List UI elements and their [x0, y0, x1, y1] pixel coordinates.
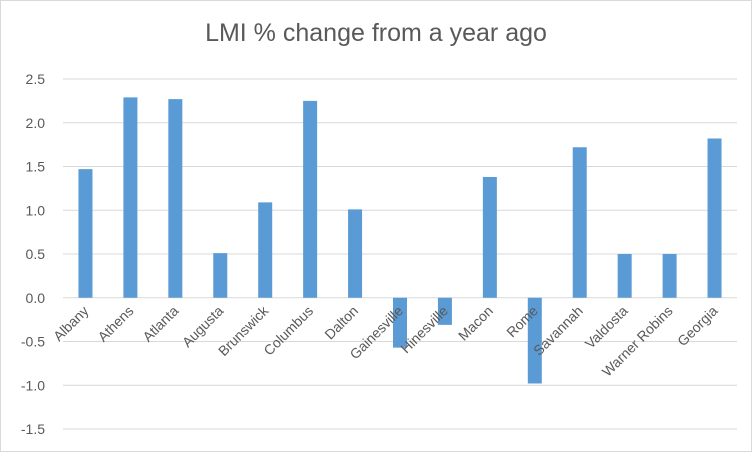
bar-savannah: [572, 147, 587, 298]
y-tick-label: -1.0: [21, 377, 45, 393]
x-category-label: Athens: [94, 303, 136, 345]
bar-rome: [527, 297, 542, 384]
x-category-label: Dalton: [321, 303, 361, 343]
x-category-label: Georgia: [674, 302, 721, 349]
bar-macon: [482, 177, 497, 298]
x-category-label: Atlanta: [139, 302, 181, 344]
chart-title: LMI % change from a year ago: [205, 19, 547, 47]
bars: [78, 97, 722, 384]
bar-atlanta: [168, 99, 183, 298]
y-tick-label: 1.5: [26, 159, 46, 175]
x-category-label: Macon: [455, 303, 496, 344]
bar-augusta: [213, 253, 228, 298]
gridlines: [63, 78, 737, 430]
y-tick-label: 1.0: [26, 202, 46, 218]
y-tick-label: -0.5: [21, 334, 45, 350]
x-category-label: Columbus: [260, 303, 316, 359]
x-axis-category-labels: Albany Athens AtlantaAugustaBrunswickColum…: [50, 302, 721, 380]
y-tick-label: -1.5: [21, 421, 45, 437]
y-tick-label: 0.0: [26, 290, 46, 306]
bar-gainesville: [393, 297, 407, 348]
bar-georgia: [707, 138, 722, 298]
bar-brunswick: [258, 202, 273, 298]
bar-albany: [78, 169, 93, 298]
x-category-label: Albany: [50, 303, 92, 345]
y-axis-tick-labels: 2.5 2.0 1.5 1.0 0.5 0.0 -0.5 -1.0 -1.5: [21, 71, 45, 437]
bar-valdosta: [617, 254, 632, 298]
bar-hinesville: [437, 297, 452, 325]
y-tick-label: 0.5: [26, 246, 46, 262]
y-tick-label: 2.5: [26, 71, 46, 87]
bar-athens: [123, 97, 138, 298]
y-tick-label: 2.0: [26, 115, 46, 131]
bar-columbus: [303, 100, 318, 298]
bar-dalton: [348, 209, 363, 298]
bar-warner-robins: [662, 254, 677, 298]
